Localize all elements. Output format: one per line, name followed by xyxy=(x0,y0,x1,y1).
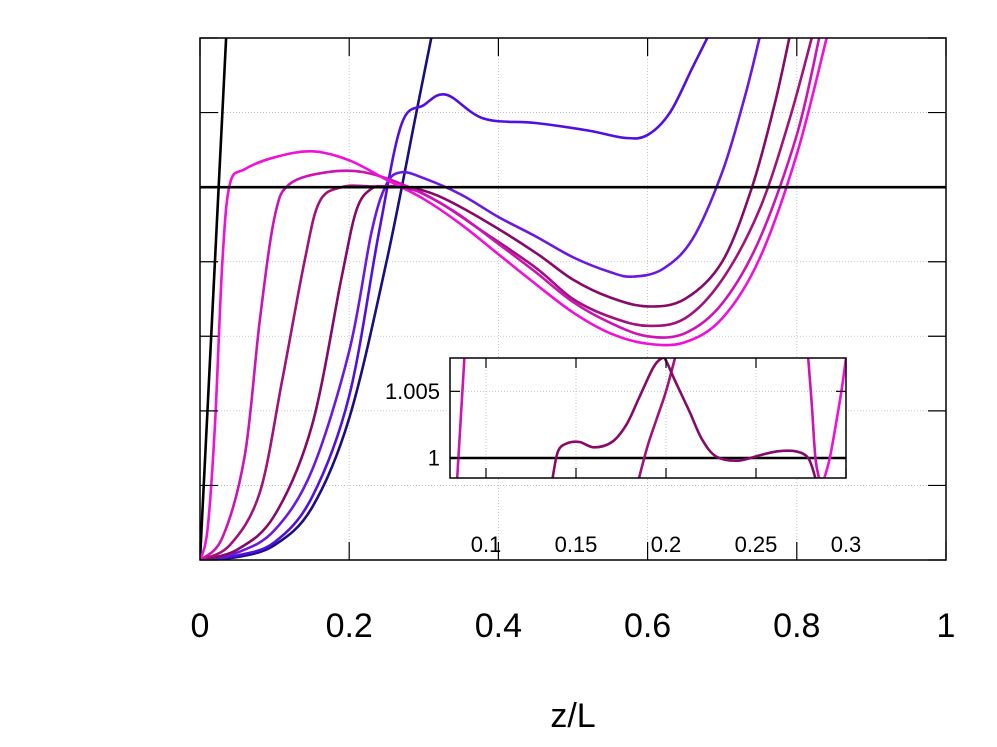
y-tick-label: 1 xyxy=(428,446,440,471)
inset-x-tick-labels: 0.1 0.15 0.2 0.25 0.3 xyxy=(471,532,862,557)
main-plot-series xyxy=(200,38,946,560)
series-line xyxy=(200,38,761,560)
inset-plot-ticks xyxy=(450,358,847,478)
series-line xyxy=(200,38,433,560)
series-line xyxy=(806,358,821,478)
series-line xyxy=(200,38,709,560)
x-tick-label: 0.2 xyxy=(651,532,682,557)
x-tick-label: 1 xyxy=(937,607,956,645)
x-tick-label: 0.2 xyxy=(326,607,373,645)
inset-plot-frame xyxy=(449,357,847,479)
x-tick-label: 0.8 xyxy=(773,607,820,645)
series-line xyxy=(200,38,791,560)
x-tick-label: 0.1 xyxy=(471,532,502,557)
series-line xyxy=(200,38,828,560)
main-plot-ticks xyxy=(199,37,947,561)
x-tick-label: 0.25 xyxy=(735,532,778,557)
series-line xyxy=(455,358,466,478)
x-axis-label: z/L xyxy=(550,697,595,735)
series-line xyxy=(200,38,228,560)
y-tick-label: 1.005 xyxy=(385,379,440,404)
main-x-tick-labels: 0 0.2 0.4 0.6 0.8 1 xyxy=(191,607,956,645)
x-tick-label: 0 xyxy=(191,607,210,645)
series-line xyxy=(200,38,821,560)
x-tick-label: 0.6 xyxy=(624,607,671,645)
x-tick-label: 0.15 xyxy=(555,532,598,557)
x-tick-label: 0.3 xyxy=(831,532,862,557)
series-line xyxy=(637,358,677,478)
series-line xyxy=(823,358,846,478)
main-plot-frame xyxy=(199,37,947,561)
inset-y-tick-labels: 1 1.005 xyxy=(385,379,440,471)
x-tick-label: 0.4 xyxy=(475,607,522,645)
